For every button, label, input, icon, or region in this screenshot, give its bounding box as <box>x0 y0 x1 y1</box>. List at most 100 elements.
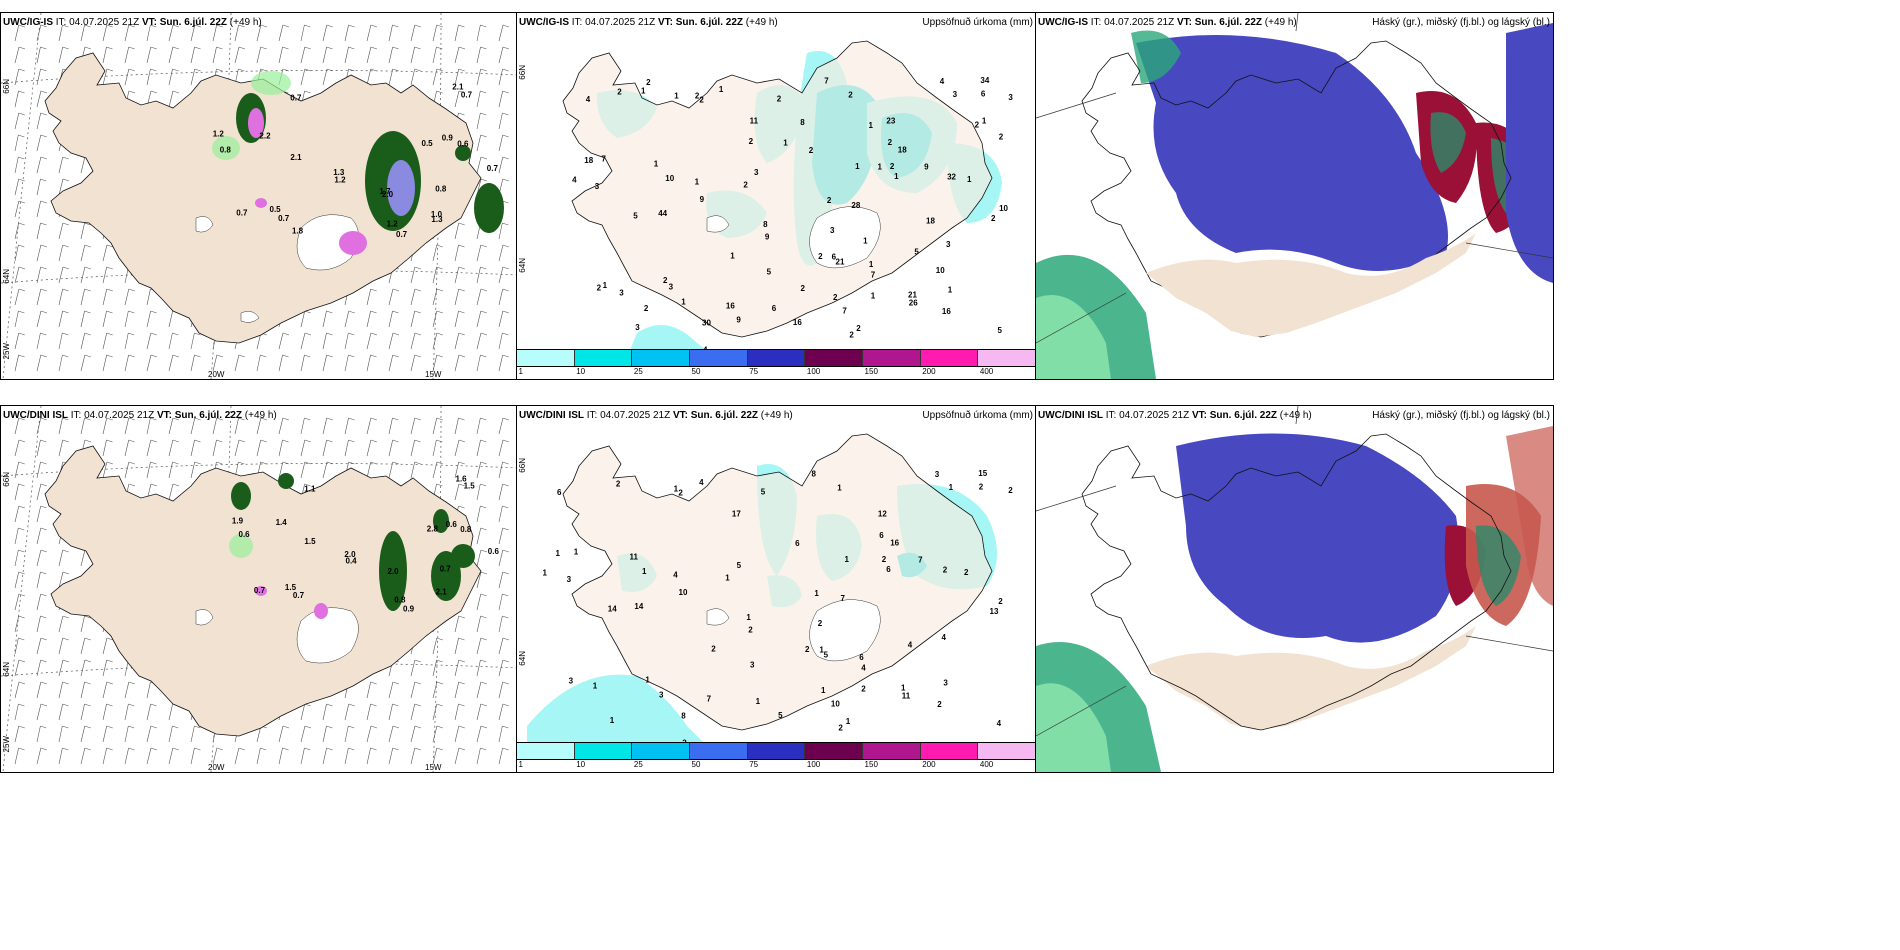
value-label: 2 <box>743 181 748 190</box>
value-label: 2 <box>1008 486 1013 495</box>
wind-barb <box>168 68 179 86</box>
wind-barb <box>212 24 223 42</box>
panel-clouds-dini: UWC/DINI ISL IT: 04.07.2025 21Z VT: Sun.… <box>1035 405 1554 773</box>
wind-barb <box>476 593 487 611</box>
wind-barb <box>322 703 333 721</box>
value-label: 8 <box>681 712 686 721</box>
value-label: 1 <box>543 568 548 577</box>
wind-barb <box>454 483 466 501</box>
value-label: 1 <box>948 286 953 295</box>
value-label: 2 <box>644 304 649 313</box>
wind-barb <box>498 24 510 42</box>
value-label: 1.3 <box>333 168 345 177</box>
wind-barb <box>36 637 47 655</box>
colorbar-label: 400 <box>979 367 994 376</box>
value-label: 8 <box>763 220 768 229</box>
colorbar-label: 200 <box>922 760 936 769</box>
value-label: 1 <box>593 682 598 691</box>
value-label: 1 <box>641 87 646 96</box>
wind-barb <box>300 24 311 42</box>
wind-barb <box>36 156 48 174</box>
wind-barb <box>102 659 113 677</box>
value-label: 5 <box>824 650 829 659</box>
wind-barb <box>14 681 26 699</box>
value-label: 2 <box>890 162 895 171</box>
value-label: 2 <box>646 78 651 87</box>
wind-barb <box>14 222 25 240</box>
value-label: 4 <box>699 478 704 487</box>
colorbar-label: 1 <box>518 367 523 376</box>
value-label: 3 <box>1008 93 1013 102</box>
value-label: 1.3 <box>431 215 443 224</box>
wind-barb <box>476 90 487 108</box>
value-label: 4 <box>908 641 913 650</box>
wind-barb <box>366 46 378 64</box>
value-label: 0.9 <box>442 134 454 143</box>
cloud-shading <box>1036 23 1553 379</box>
value-label: 6 <box>772 304 777 313</box>
value-label: 7 <box>842 306 847 315</box>
wind-barb <box>476 615 487 633</box>
value-label: 9 <box>700 195 705 204</box>
panel-wind-dini: 0.9 1.1 1.5 1.4 0.6 0.8 0.6 1.5 0.4 0.7 0.7 1.9 2.0 2… <box>0 405 518 773</box>
wind-barb <box>476 68 487 86</box>
value-label: 28 <box>851 201 860 210</box>
wind-barb <box>14 90 25 108</box>
wind-barb <box>14 527 25 545</box>
wind-barb <box>432 439 443 457</box>
wind-barb <box>410 332 422 350</box>
wind-barb <box>476 310 487 328</box>
wind-barb <box>168 483 180 501</box>
value-label: 23 <box>886 117 895 126</box>
wind-barb <box>168 439 179 457</box>
wind-barb <box>300 354 311 372</box>
wind-barb <box>498 288 509 306</box>
wind-barb <box>366 310 377 328</box>
value-label: 10 <box>831 699 840 708</box>
wind-barb <box>36 90 47 108</box>
wind-barb <box>366 332 378 350</box>
value-label: 2 <box>809 146 814 155</box>
value-label: 1 <box>871 292 876 301</box>
wind-barb <box>366 24 377 42</box>
wind-barb <box>14 178 25 196</box>
wind-barb <box>498 549 509 567</box>
wind-barb <box>432 266 443 284</box>
wind-barb <box>80 222 91 240</box>
wind-barb <box>432 332 444 350</box>
value-label: 2 <box>699 96 704 105</box>
iceland-land <box>562 40 993 338</box>
wind-barb <box>212 354 223 372</box>
wind-barb <box>476 703 487 721</box>
value-label: 3 <box>946 240 951 249</box>
wind-barb <box>168 747 179 765</box>
wind-barb <box>80 310 91 328</box>
value-label: 4 <box>673 571 678 580</box>
wind-barb <box>58 659 70 677</box>
lat-label-64: 64N <box>518 651 527 666</box>
wind-barb <box>124 288 135 306</box>
wind-barb <box>322 46 333 64</box>
value-label: 2 <box>888 138 893 147</box>
iceland-land <box>562 433 993 731</box>
wind-barb <box>498 703 509 721</box>
wind-barb <box>476 747 487 765</box>
value-label: 2 <box>597 283 602 292</box>
wind-barb <box>476 46 487 64</box>
value-label: 3 <box>669 283 674 292</box>
lat-label-66: 66N <box>2 472 11 487</box>
value-label: 1 <box>719 85 724 94</box>
value-label: 5 <box>998 326 1003 335</box>
wind-barb <box>454 332 465 350</box>
wind-barb <box>14 439 26 457</box>
wind-barb <box>14 332 25 350</box>
wind-barb <box>80 725 91 743</box>
value-label: 2 <box>882 555 887 564</box>
value-label: 0.7 <box>293 591 305 600</box>
value-label: 16 <box>726 302 735 311</box>
value-label: 44 <box>658 209 667 218</box>
wind-barb <box>278 461 289 479</box>
wind-barb <box>146 703 157 721</box>
value-label: 1 <box>746 613 751 622</box>
wind-barb <box>124 68 135 86</box>
